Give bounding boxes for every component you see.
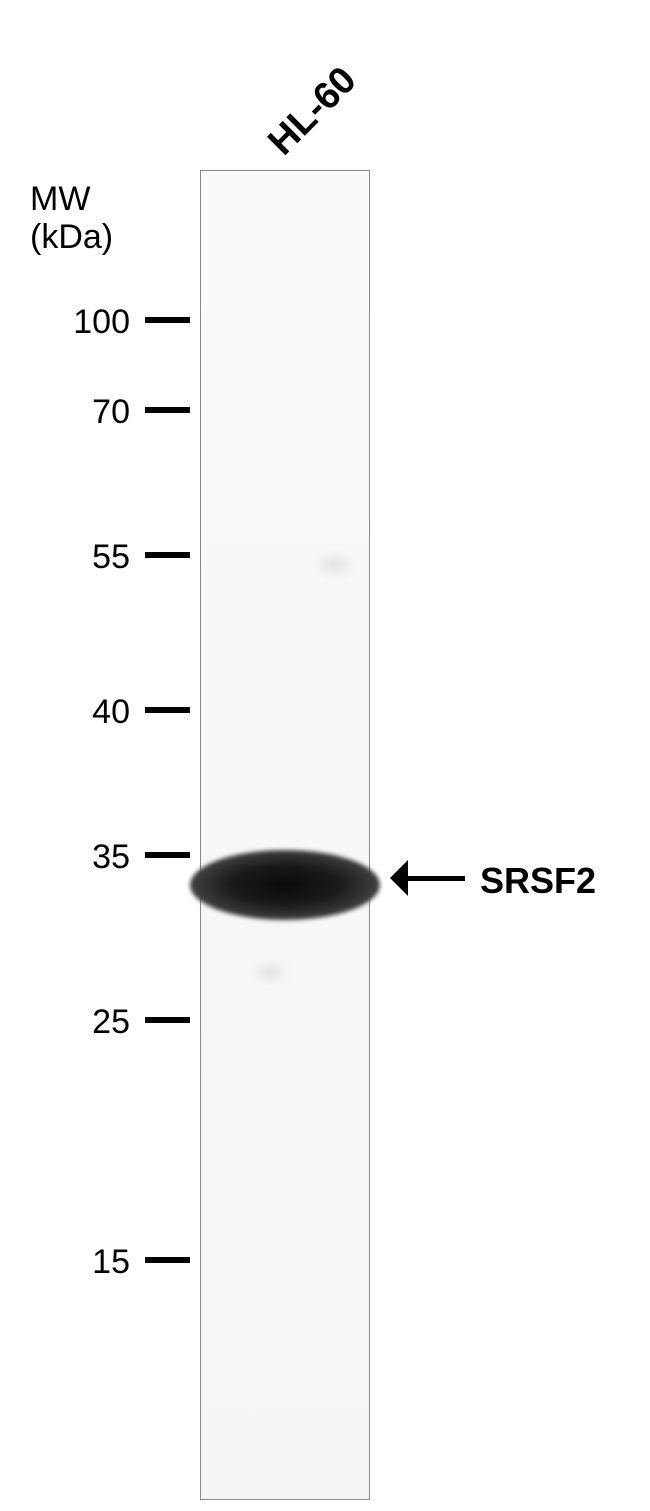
mw-marker-label: 15 xyxy=(30,1243,130,1282)
mw-marker-tick xyxy=(145,407,190,413)
band-label: SRSF2 xyxy=(480,860,596,902)
mw-header-line2: (kDa) xyxy=(30,218,113,257)
faint-smudge xyxy=(310,550,360,580)
mw-marker-label: 40 xyxy=(30,693,130,732)
mw-marker-tick xyxy=(145,1017,190,1023)
sample-label: HL-60 xyxy=(260,59,365,164)
mw-marker-label: 35 xyxy=(30,838,130,877)
mw-header-line1: MW xyxy=(30,180,90,219)
mw-marker-tick xyxy=(145,852,190,858)
mw-marker-tick xyxy=(145,1257,190,1263)
blot-lane xyxy=(200,170,370,1500)
faint-smudge xyxy=(250,960,290,985)
mw-marker-tick xyxy=(145,552,190,558)
band-arrow-line xyxy=(408,876,465,881)
mw-marker-label: 25 xyxy=(30,1003,130,1042)
mw-marker-label: 70 xyxy=(30,393,130,432)
mw-marker-tick xyxy=(145,707,190,713)
mw-marker-label: 100 xyxy=(30,303,130,342)
mw-marker-label: 55 xyxy=(30,538,130,577)
band-arrow-head xyxy=(390,860,408,896)
mw-marker-tick xyxy=(145,317,190,323)
protein-band xyxy=(190,850,380,920)
